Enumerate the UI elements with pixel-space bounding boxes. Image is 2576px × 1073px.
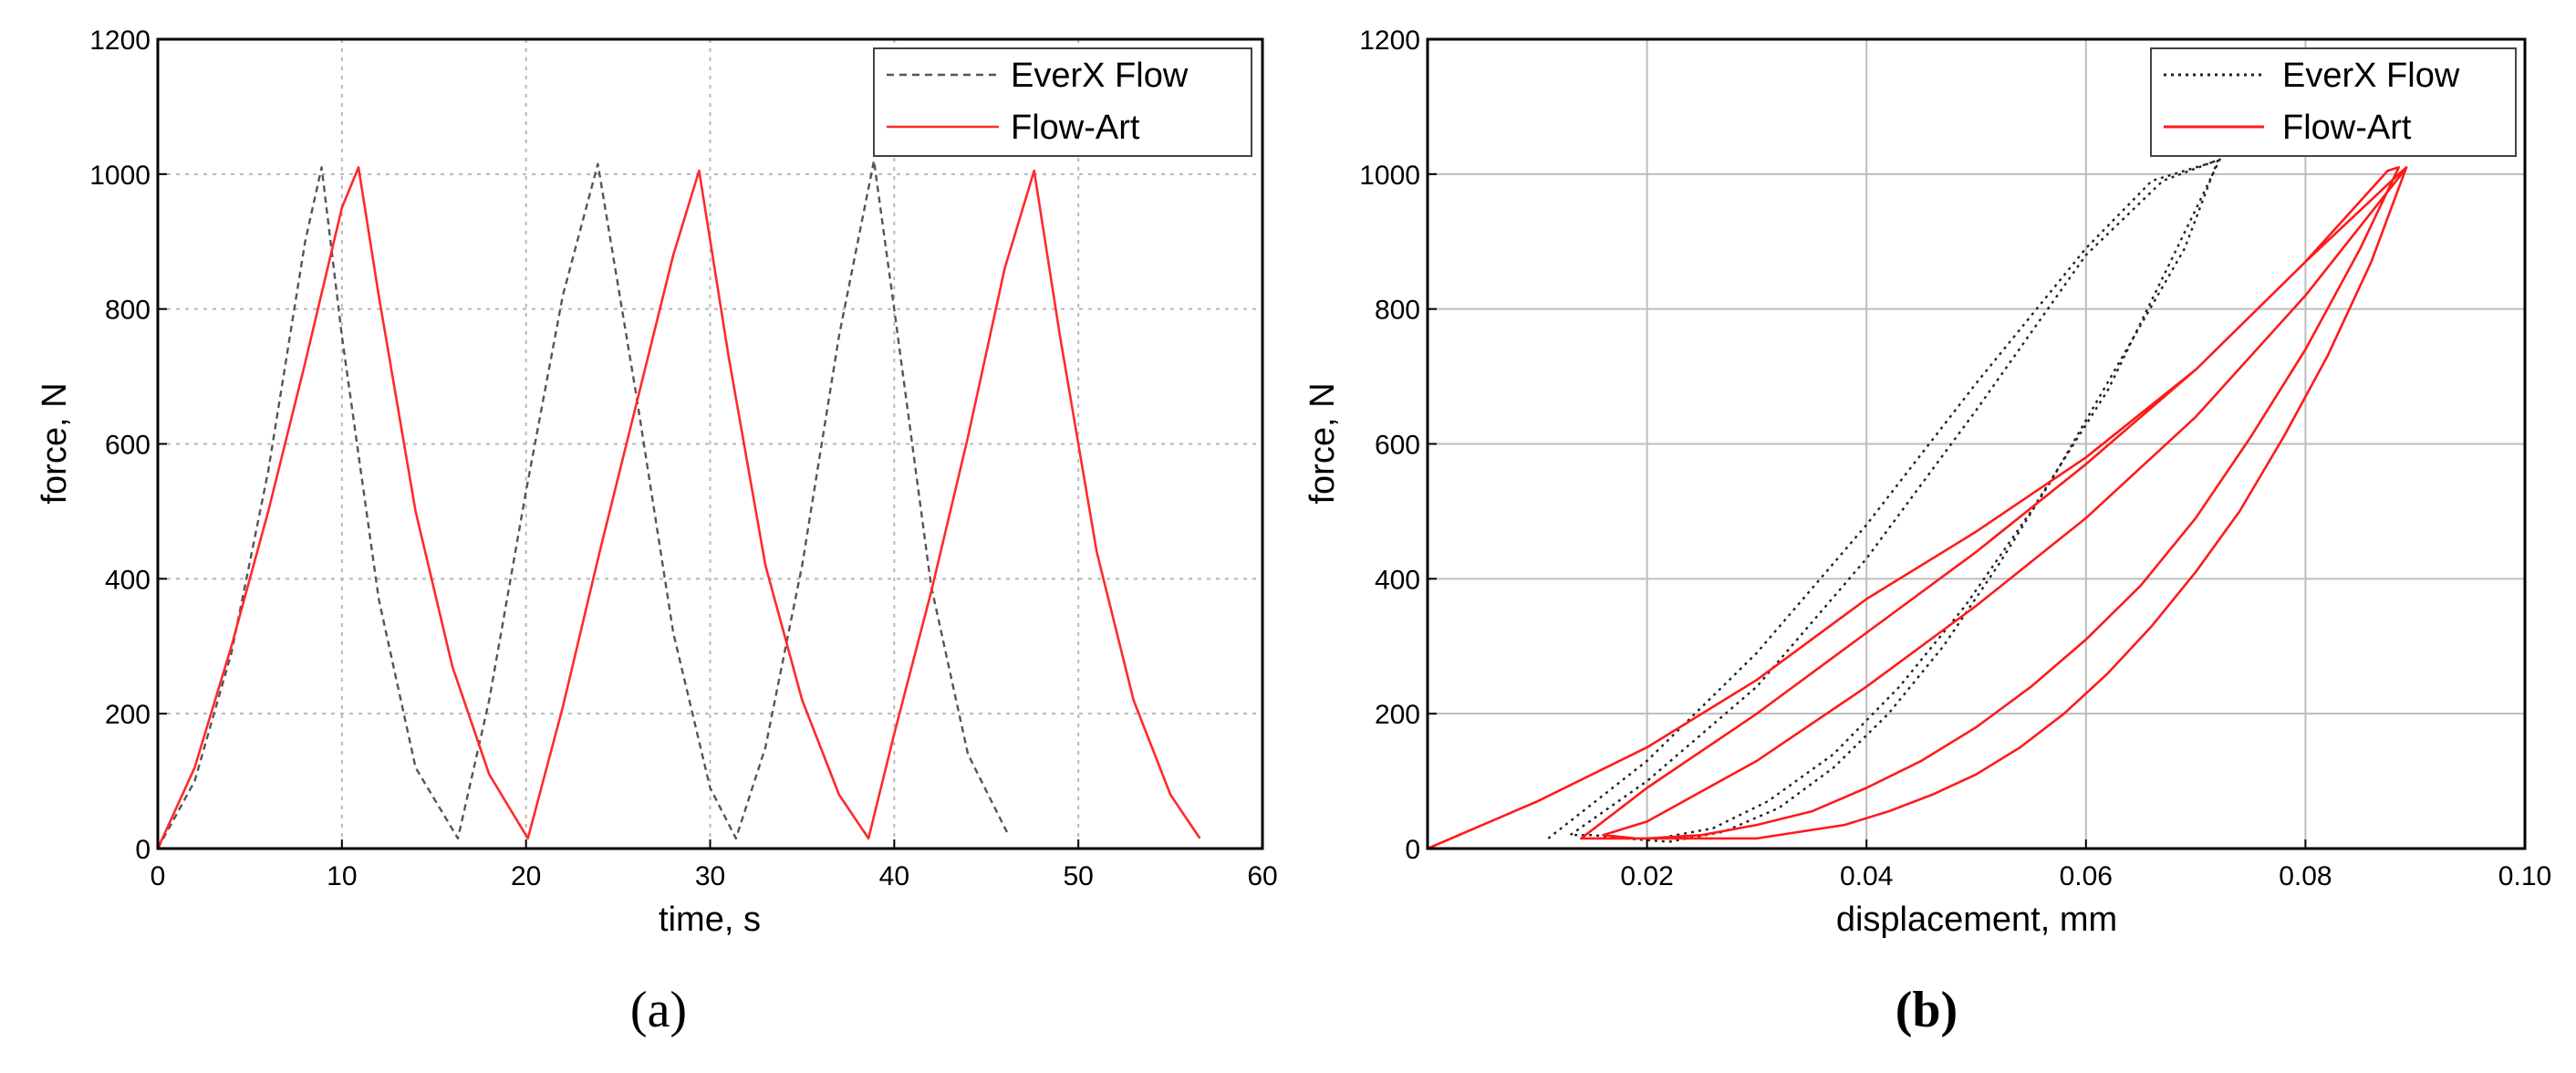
chart-b-xtick-label: 0.02 — [1620, 861, 1673, 891]
chart-a-grid — [157, 38, 1263, 849]
chart-a-xtick-label: 40 — [879, 861, 909, 891]
chart-a-legend-everx: EverX Flow — [1011, 57, 1189, 95]
chart-b-ytick-label: 1000 — [1359, 161, 1420, 191]
chart-a-xlabel: time, s — [659, 901, 761, 939]
chart-a-xtick-label: 10 — [327, 861, 357, 891]
chart-b-series-everx-flow — [1547, 158, 2221, 843]
chart-b-xtick-label: 0.08 — [2279, 861, 2332, 891]
chart-a-legend-box — [873, 47, 1252, 157]
chart-b-panel-label-text: (b) — [1896, 982, 1958, 1038]
chart-b-legend-box — [2150, 47, 2517, 157]
chart-a-legend-flowart: Flow-Art — [1011, 109, 1140, 147]
chart-a-series-flow-art — [156, 166, 1201, 849]
chart-a-panel-label: (a) — [630, 982, 687, 1038]
chart-b-ytick-label: 0 — [1405, 835, 1420, 865]
chart-a-ytick-label: 400 — [105, 565, 151, 595]
chart-a-panel-label-text: (a) — [630, 982, 687, 1038]
chart-a-xtick-label: 50 — [1063, 861, 1093, 891]
chart-a-ytick-label: 800 — [105, 296, 151, 326]
chart-a-ylabel: force, N — [36, 382, 74, 504]
chart-b: 0.02 0.04 0.06 0.08 0.10 0 200 400 600 800 1000 120… — [1304, 26, 2551, 1038]
chart-b-series — [1427, 158, 2408, 850]
chart-b-ylabel: force, N — [1304, 382, 1342, 504]
chart-b-legend-flowart: Flow-Art — [2282, 109, 2412, 147]
chart-b-ytick-label: 1200 — [1359, 26, 1420, 56]
chart-a-xtick-label: 30 — [695, 861, 725, 891]
chart-a-ytick-label: 600 — [105, 431, 151, 461]
chart-a-xtick-label: 60 — [1247, 861, 1277, 891]
chart-a-ytick-label: 1200 — [89, 26, 151, 56]
chart-b-ytick-label: 200 — [1375, 700, 1420, 730]
chart-b-legend-everx: EverX Flow — [2282, 57, 2460, 95]
chart-a-legend: EverX Flow Flow-Art — [873, 47, 1252, 157]
chart-a-xtick-label: 20 — [511, 861, 541, 891]
chart-b-ytick-label: 600 — [1375, 431, 1420, 461]
chart-a-ytick-label: 0 — [135, 835, 151, 865]
chart-a-ytick-label: 1000 — [89, 161, 151, 191]
chart-b-legend: EverX Flow Flow-Art — [2150, 47, 2517, 157]
chart-b-xtick-label: 0.06 — [2060, 861, 2113, 891]
chart-a-series — [156, 159, 1201, 849]
chart-b-ytick-label: 400 — [1375, 565, 1420, 595]
chart-a-series-everx-flow — [156, 159, 1010, 849]
chart-b-xtick-label: 0.04 — [1840, 861, 1893, 891]
chart-b-series-flow-art — [1427, 166, 2408, 850]
chart-b-ticks: 0.02 0.04 0.06 0.08 0.10 0 200 400 600 800 1000 120… — [1359, 26, 2551, 891]
chart-a-ytick-label: 200 — [105, 700, 151, 730]
chart-b-panel-label: (b) — [1896, 982, 1958, 1038]
chart-b-xtick-label: 0.10 — [2498, 861, 2551, 891]
chart-b-ytick-label: 800 — [1375, 296, 1420, 326]
chart-a-xtick-label: 0 — [151, 861, 166, 891]
chart-b-xlabel: displacement, mm — [1836, 901, 2117, 939]
